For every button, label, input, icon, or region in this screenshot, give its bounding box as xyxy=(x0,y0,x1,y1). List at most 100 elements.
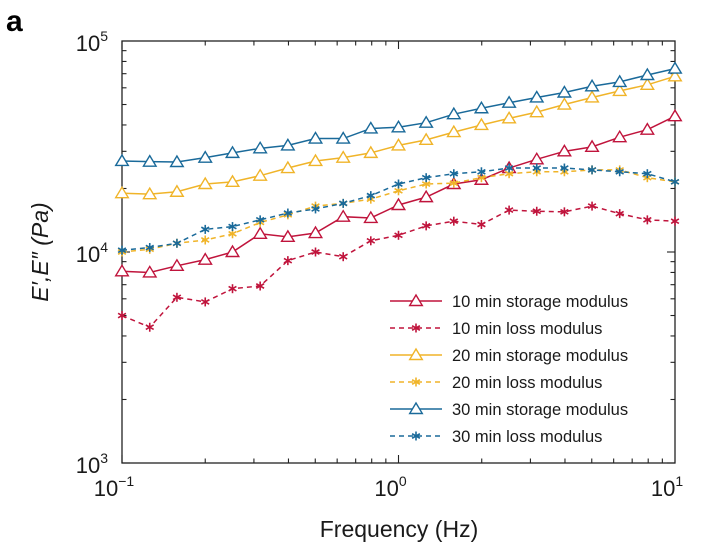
data-point xyxy=(280,138,296,151)
asterisk-stroke xyxy=(643,170,652,177)
asterisk-stroke xyxy=(477,221,486,228)
asterisk-stroke xyxy=(200,298,210,305)
data-point xyxy=(114,153,130,167)
data-point xyxy=(252,140,268,154)
legend-marker xyxy=(408,401,424,415)
data-point xyxy=(556,143,572,157)
asterisk-stroke xyxy=(421,181,431,187)
series-layer xyxy=(114,61,683,332)
asterisk-stroke xyxy=(145,324,155,331)
asterisk-stroke xyxy=(411,433,421,439)
data-point xyxy=(335,150,351,163)
series-3 xyxy=(114,68,683,200)
asterisk-stroke xyxy=(532,208,542,215)
asterisk-stroke xyxy=(283,257,293,264)
y-tick-label: 104 xyxy=(76,239,108,267)
data-point xyxy=(615,209,625,219)
y-axis-label: E′,E″ (Pa) xyxy=(27,202,53,301)
asterisk-stroke xyxy=(394,232,403,239)
data-point xyxy=(639,67,655,81)
data-point xyxy=(169,184,185,197)
data-point xyxy=(501,95,517,108)
asterisk-stroke xyxy=(200,226,210,233)
data-point xyxy=(169,154,185,168)
asterisk-stroke xyxy=(394,181,403,187)
asterisk-stroke xyxy=(587,203,597,210)
data-point xyxy=(114,185,130,199)
data-point xyxy=(224,244,241,258)
asterisk-stroke xyxy=(366,237,376,244)
data-point xyxy=(394,230,403,240)
asterisk-stroke xyxy=(117,247,127,254)
asterisk-stroke xyxy=(477,168,486,175)
data-point xyxy=(532,206,542,216)
data-point xyxy=(529,90,545,103)
data-point xyxy=(307,131,324,144)
asterisk-stroke xyxy=(670,178,680,185)
asterisk-stroke xyxy=(504,170,514,177)
asterisk-stroke xyxy=(117,312,127,319)
legend-marker xyxy=(411,431,421,441)
legend-label: 30 min loss modulus xyxy=(452,428,602,446)
asterisk-stroke xyxy=(228,230,237,237)
y-axis: 103 104 105 xyxy=(76,28,675,478)
asterisk-stroke xyxy=(504,165,514,171)
y-tick-label: 103 xyxy=(76,450,108,478)
data-point xyxy=(145,322,155,332)
asterisk-stroke xyxy=(311,205,320,212)
asterisk-stroke xyxy=(145,244,155,251)
asterisk-stroke xyxy=(615,210,625,217)
data-point xyxy=(142,186,158,200)
data-point xyxy=(338,252,348,262)
data-point xyxy=(667,61,683,74)
data-point xyxy=(280,229,296,243)
asterisk-stroke xyxy=(504,207,514,214)
data-point xyxy=(338,198,348,208)
data-point xyxy=(477,219,486,229)
data-point xyxy=(307,153,324,167)
legend: 10 min storage modulus 10 min loss modulu… xyxy=(390,293,628,446)
asterisk-stroke xyxy=(283,210,293,216)
data-point xyxy=(311,204,320,214)
series-line xyxy=(121,167,676,251)
asterisk-stroke xyxy=(411,325,421,331)
data-point xyxy=(667,68,683,82)
data-point xyxy=(172,292,182,302)
plot-frame xyxy=(121,40,676,464)
y-tick-label: 105 xyxy=(76,28,108,56)
asterisk-stroke xyxy=(172,294,182,301)
asterisk-stroke xyxy=(615,168,625,175)
data-point xyxy=(612,74,628,88)
data-point xyxy=(560,207,569,217)
data-point xyxy=(670,216,680,226)
asterisk-stroke xyxy=(366,192,376,199)
legend-label: 20 min loss modulus xyxy=(452,374,602,392)
legend-marker xyxy=(411,377,421,387)
asterisk-stroke xyxy=(394,187,403,194)
series-2 xyxy=(117,201,680,332)
data-point xyxy=(639,122,655,135)
legend-marker xyxy=(411,323,421,333)
asterisk-stroke xyxy=(411,379,421,385)
asterisk-stroke xyxy=(255,216,265,223)
data-point xyxy=(418,132,434,146)
data-point xyxy=(142,265,158,278)
data-point xyxy=(670,177,680,187)
data-point xyxy=(560,163,569,173)
asterisk-stroke xyxy=(449,180,459,187)
legend-marker xyxy=(408,293,424,307)
data-point xyxy=(366,236,376,246)
series-4 xyxy=(117,165,680,257)
data-point xyxy=(197,176,213,190)
data-point xyxy=(639,77,655,91)
data-point xyxy=(477,167,486,177)
asterisk-stroke xyxy=(200,237,210,243)
series-6 xyxy=(117,163,680,255)
data-point xyxy=(529,104,545,118)
asterisk-stroke xyxy=(643,216,652,223)
legend-label: 20 min storage modulus xyxy=(452,347,628,365)
data-point xyxy=(532,163,542,173)
data-point xyxy=(615,167,625,177)
asterisk-stroke xyxy=(477,174,486,181)
